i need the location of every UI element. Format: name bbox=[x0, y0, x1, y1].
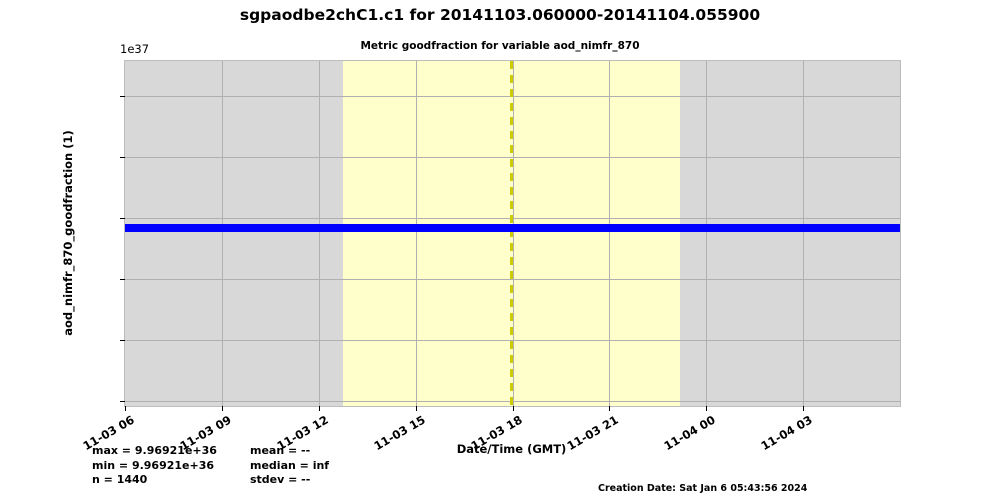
x-gridline bbox=[416, 61, 417, 406]
x-tick-mark bbox=[706, 406, 707, 411]
x-tick-label: 11-04 03 bbox=[758, 412, 815, 454]
y-axis-label: aod_nimfr_870_goodfraction (1) bbox=[58, 60, 78, 405]
page-title: sgpaodbe2chC1.c1 for 20141103.060000-201… bbox=[239, 6, 761, 24]
y-tick-mark bbox=[120, 157, 125, 158]
y-tick-mark bbox=[120, 340, 125, 341]
statistics-column-left: max = 9.96921e+36 min = 9.96921e+36 n = … bbox=[92, 444, 217, 488]
data-series-line bbox=[125, 223, 900, 232]
x-gridline bbox=[609, 61, 610, 406]
x-gridline bbox=[319, 61, 320, 406]
x-tick-mark bbox=[222, 406, 223, 411]
chart-subtitle: Metric goodfraction for variable aod_nim… bbox=[360, 40, 640, 52]
stat-max: max = 9.96921e+36 bbox=[92, 444, 217, 457]
x-tick-mark bbox=[125, 406, 126, 411]
x-gridline bbox=[222, 61, 223, 406]
x-tick-mark bbox=[609, 406, 610, 411]
x-tick-label: 11-04 00 bbox=[661, 412, 718, 454]
y-tick-mark bbox=[120, 96, 125, 97]
x-tick-mark bbox=[513, 406, 514, 411]
stat-mean: mean = -- bbox=[250, 444, 311, 457]
x-gridline bbox=[513, 61, 514, 406]
stat-n: n = 1440 bbox=[92, 473, 148, 486]
stat-stdev: stdev = -- bbox=[250, 473, 311, 486]
y-tick-mark bbox=[120, 401, 125, 402]
y-tick-mark bbox=[120, 279, 125, 280]
creation-date-footer: Creation Date: Sat Jan 6 05:43:56 2024 bbox=[598, 483, 808, 494]
solar-noon-marker bbox=[509, 61, 513, 406]
x-axis-label: Date/Time (GMT) bbox=[456, 442, 567, 456]
stat-min: min = 9.96921e+36 bbox=[92, 458, 215, 472]
y-axis-offset-label: 1e37 bbox=[120, 42, 150, 56]
x-tick-mark bbox=[803, 406, 804, 411]
y-tick-mark bbox=[120, 218, 125, 219]
x-tick-mark bbox=[416, 406, 417, 411]
x-tick-mark bbox=[319, 406, 320, 411]
stat-median: median = inf bbox=[250, 458, 330, 472]
x-gridline bbox=[706, 61, 707, 406]
y-axis-label-text: aod_nimfr_870_goodfraction (1) bbox=[61, 129, 75, 336]
x-gridline bbox=[803, 61, 804, 406]
statistics-column-right: mean = -- median = inf stdev = -- bbox=[250, 444, 329, 488]
